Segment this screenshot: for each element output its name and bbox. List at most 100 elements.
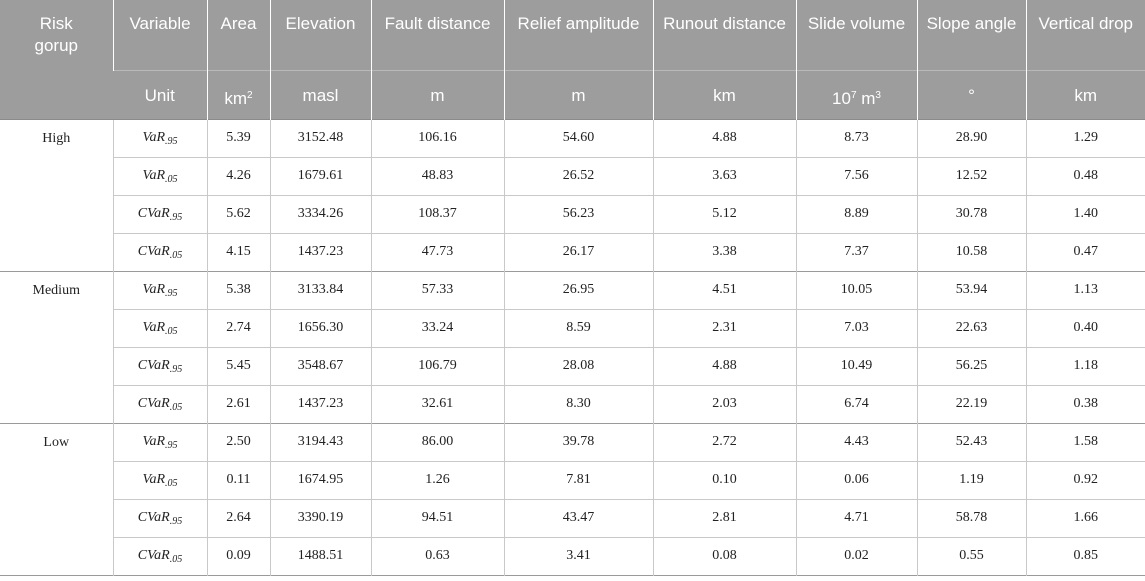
value-cell: 33.24 [370, 308, 504, 347]
column-header: Relief amplitude [503, 0, 653, 70]
column-unit: km [1025, 69, 1145, 119]
value-cell: 1437.23 [269, 384, 371, 423]
value-cell: 0.48 [1025, 156, 1145, 195]
value-cell: 3.38 [652, 232, 796, 271]
value-cell: 1679.61 [269, 156, 371, 195]
value-cell: 7.56 [795, 156, 917, 195]
value-cell: 8.89 [795, 194, 917, 233]
risk-group-label: Medium [0, 270, 113, 423]
value-cell: 1.40 [1025, 194, 1145, 233]
value-cell: 2.31 [652, 308, 796, 347]
variable-cell: CVaR.05 [112, 384, 207, 423]
value-cell: 1656.30 [269, 308, 371, 347]
value-cell: 0.40 [1025, 308, 1145, 347]
value-cell: 52.43 [916, 422, 1026, 461]
value-cell: 3390.19 [269, 498, 371, 537]
value-cell: 1437.23 [269, 232, 371, 271]
value-cell: 22.19 [916, 384, 1026, 423]
value-cell: 56.23 [503, 194, 653, 233]
column-header: Area [206, 0, 270, 70]
value-cell: 56.25 [916, 346, 1026, 385]
value-cell: 26.52 [503, 156, 653, 195]
value-cell: 47.73 [370, 232, 504, 271]
value-cell: 106.16 [370, 118, 504, 157]
value-cell: 0.55 [916, 536, 1026, 575]
value-cell: 3.63 [652, 156, 796, 195]
value-cell: 10.05 [795, 270, 917, 309]
risk-group-label: High [0, 118, 113, 271]
value-cell: 1.13 [1025, 270, 1145, 309]
value-cell: 58.78 [916, 498, 1026, 537]
value-cell: 0.47 [1025, 232, 1145, 271]
table-row: CVaR.95 5.45 3548.67 106.79 28.08 4.88 10.49 56… [0, 346, 1145, 385]
value-cell: 2.64 [206, 498, 270, 537]
value-cell: 0.08 [652, 536, 796, 575]
value-cell: 3.41 [503, 536, 653, 575]
value-cell: 4.88 [652, 118, 796, 157]
value-cell: 3334.26 [269, 194, 371, 233]
value-cell: 39.78 [503, 422, 653, 461]
column-header: Fault distance [370, 0, 504, 70]
column-unit: km [652, 69, 796, 119]
column-unit: m [370, 69, 504, 119]
value-cell: 32.61 [370, 384, 504, 423]
value-cell: 3548.67 [269, 346, 371, 385]
value-cell: 22.63 [916, 308, 1026, 347]
value-cell: 10.58 [916, 232, 1026, 271]
value-cell: 28.08 [503, 346, 653, 385]
variable-cell: VaR.05 [112, 308, 207, 347]
variable-cell: VaR.05 [112, 460, 207, 499]
value-cell: 5.39 [206, 118, 270, 157]
column-unit: 107 m3 [795, 69, 917, 119]
value-cell: 8.59 [503, 308, 653, 347]
value-cell: 0.85 [1025, 536, 1145, 575]
column-unit: km2 [206, 69, 270, 119]
value-cell: 1674.95 [269, 460, 371, 499]
value-cell: 26.95 [503, 270, 653, 309]
value-cell: 4.88 [652, 346, 796, 385]
table-row: Low VaR.95 2.50 3194.43 86.00 39.78 2.72 4.43 52… [0, 422, 1145, 575]
value-cell: 5.12 [652, 194, 796, 233]
value-cell: 2.81 [652, 498, 796, 537]
column-header: Vertical drop [1025, 0, 1145, 70]
value-cell: 0.10 [652, 460, 796, 499]
value-cell: 108.37 [370, 194, 504, 233]
column-unit: ° [916, 69, 1026, 119]
column-unit: masl [269, 69, 371, 119]
value-cell: 28.90 [916, 118, 1026, 157]
value-cell: 30.78 [916, 194, 1026, 233]
value-cell: 54.60 [503, 118, 653, 157]
risk-group-header: Risk gorup [0, 0, 113, 119]
value-cell: 43.47 [503, 498, 653, 537]
value-cell: 0.09 [206, 536, 270, 575]
value-cell: 0.92 [1025, 460, 1145, 499]
table-row: CVaR.95 2.64 3390.19 94.51 43.47 2.81 4.71 58.7… [0, 498, 1145, 537]
value-cell: 5.45 [206, 346, 270, 385]
value-cell: 48.83 [370, 156, 504, 195]
value-cell: 106.79 [370, 346, 504, 385]
value-cell: 26.17 [503, 232, 653, 271]
value-cell: 8.73 [795, 118, 917, 157]
value-cell: 53.94 [916, 270, 1026, 309]
table-row: VaR.05 2.74 1656.30 33.24 8.59 2.31 7.03 22.63 0… [0, 308, 1145, 347]
value-cell: 0.11 [206, 460, 270, 499]
table-row: CVaR.95 5.62 3334.26 108.37 56.23 5.12 8.89 30.… [0, 194, 1145, 233]
value-cell: 3152.48 [269, 118, 371, 157]
value-cell: 2.50 [206, 422, 270, 461]
value-cell: 57.33 [370, 270, 504, 309]
value-cell: 6.74 [795, 384, 917, 423]
variable-cell: VaR.05 [112, 156, 207, 195]
column-header: Slide volume [795, 0, 917, 70]
value-cell: 1.18 [1025, 346, 1145, 385]
column-header: Slope angle [916, 0, 1026, 70]
value-cell: 0.63 [370, 536, 504, 575]
value-cell: 94.51 [370, 498, 504, 537]
variable-cell: VaR.95 [112, 118, 207, 157]
value-cell: 86.00 [370, 422, 504, 461]
variable-cell: VaR.95 [112, 422, 207, 461]
value-cell: 0.02 [795, 536, 917, 575]
value-cell: 5.62 [206, 194, 270, 233]
value-cell: 12.52 [916, 156, 1026, 195]
table-header: Risk gorup Variable Area Elevation Fault d… [0, 0, 1145, 119]
